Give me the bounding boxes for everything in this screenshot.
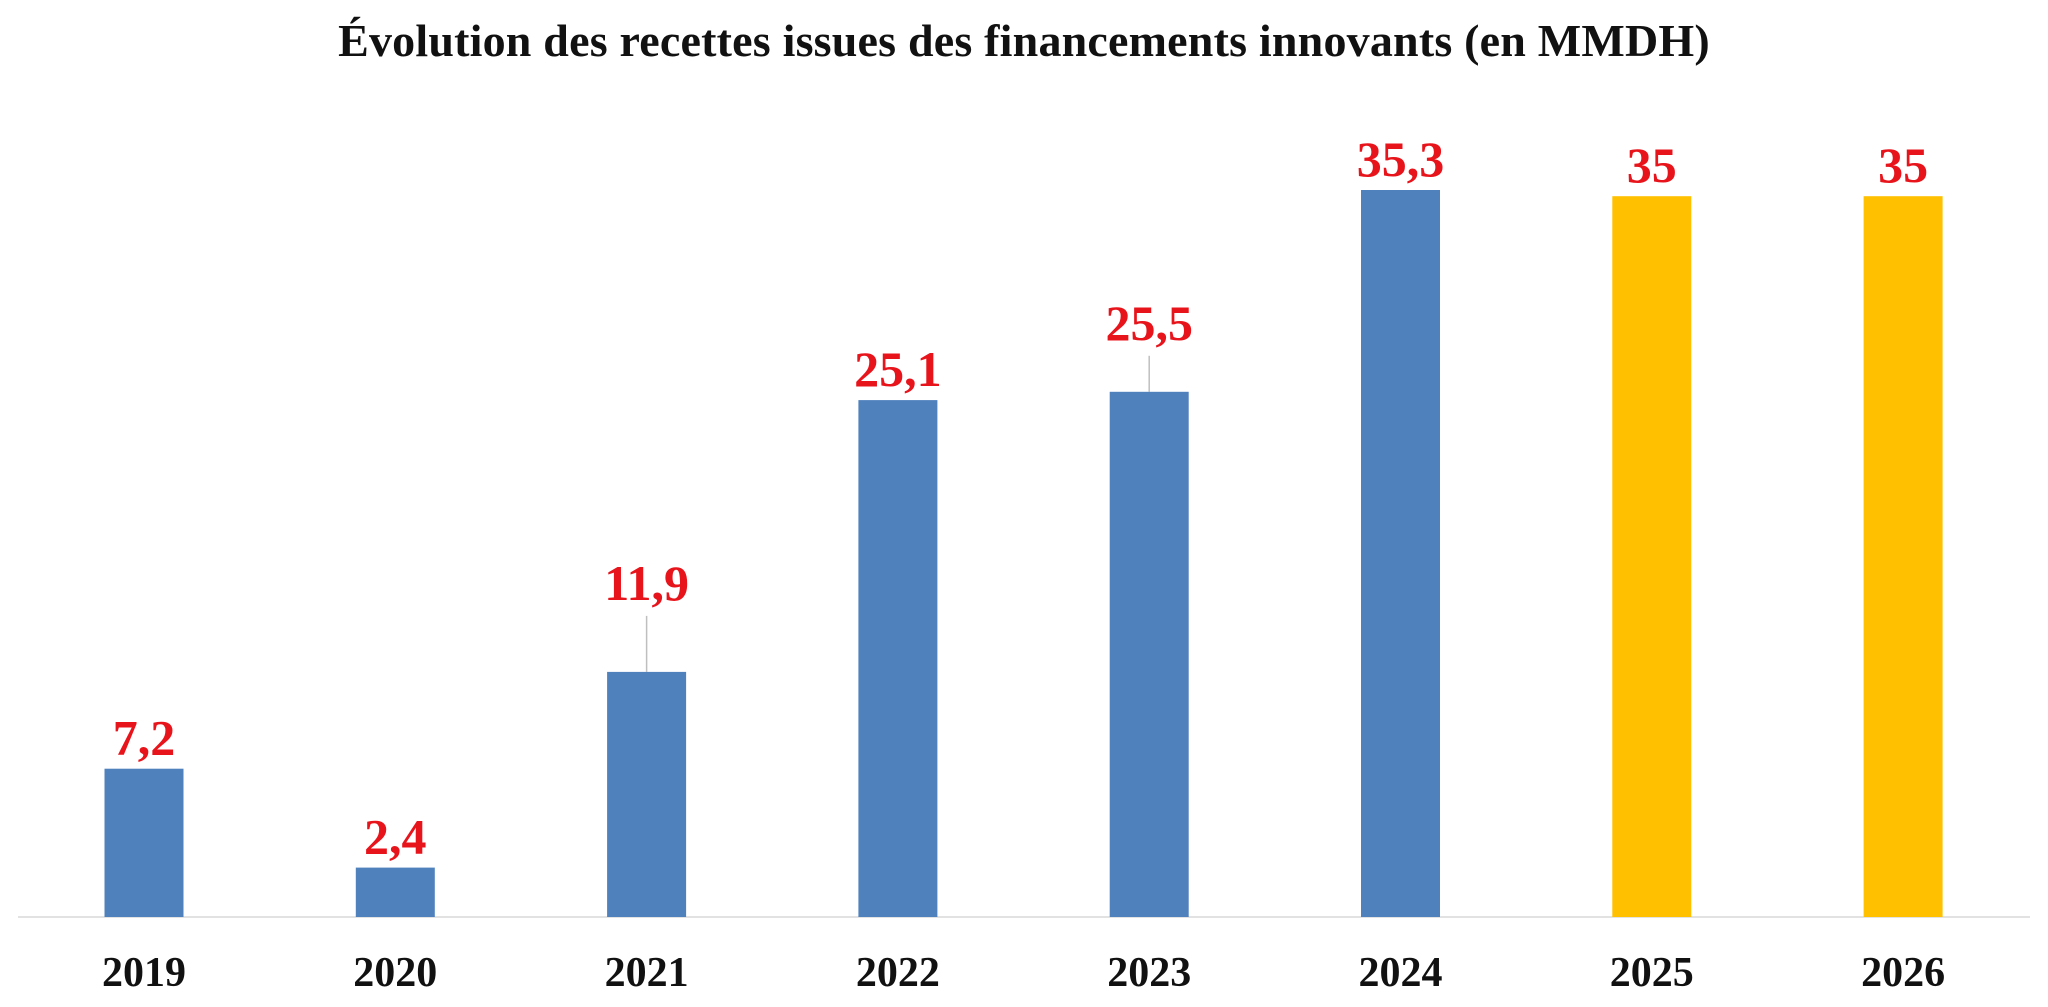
data-label-2024: 35,3: [1357, 131, 1445, 187]
x-tick-label-2019: 2019: [102, 950, 186, 996]
bar-2025: [1612, 196, 1692, 917]
data-label-2026: 35: [1878, 137, 1928, 193]
x-tick-label-2022: 2022: [856, 950, 940, 996]
leader-lines: [645, 355, 1150, 672]
data-label-2019: 7,2: [113, 710, 176, 766]
x-tick-label-2021: 2021: [605, 950, 689, 996]
data-label-2020: 2,4: [364, 809, 427, 865]
x-tick-label-2024: 2024: [1359, 950, 1443, 996]
bars: [104, 190, 1943, 918]
data-label-2021: 11,9: [604, 555, 689, 611]
bar-2024: [1361, 190, 1440, 917]
bar-2026: [1863, 196, 1943, 917]
x-tick-label-2026: 2026: [1861, 950, 1945, 996]
bar-2020: [355, 867, 435, 917]
x-tick-label-2025: 2025: [1610, 950, 1694, 996]
x-tick-label-2023: 2023: [1107, 950, 1191, 996]
data-label-2025: 35: [1627, 137, 1677, 193]
bar-2023: [1109, 391, 1189, 917]
data-labels: 7,2 2,4 11,9 25,1 25,5 35,3 35 35: [113, 131, 1928, 865]
bar-2022: [858, 400, 938, 918]
x-tick-labels: 2019 2020 2021 2022 2023 2024 2025 2026: [102, 950, 1945, 996]
chart-title: Évolution des recettes issues des financ…: [338, 15, 1710, 66]
x-tick-label-2020: 2020: [353, 950, 437, 996]
bar-2019: [104, 768, 184, 917]
bar-2021: [607, 671, 687, 917]
data-label-2022: 25,1: [854, 341, 942, 397]
data-label-2023: 25,5: [1105, 295, 1193, 351]
